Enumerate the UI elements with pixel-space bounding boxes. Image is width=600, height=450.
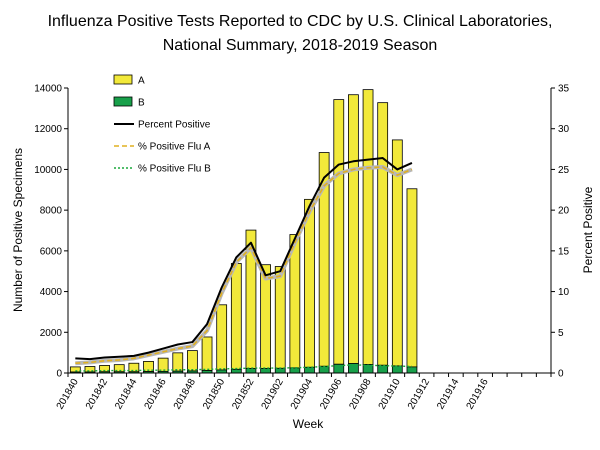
y-tick-label: 8000	[40, 206, 63, 217]
bar-flu-b	[304, 366, 315, 374]
x-tick-label: 201914	[435, 377, 461, 412]
bar-flu-b	[245, 368, 257, 374]
x-tick-label: 201852	[230, 377, 256, 412]
chart-subtitle: National Summary, 2018-2019 Season	[163, 37, 438, 54]
bar-flu-b	[406, 366, 418, 374]
bar-flu-a	[216, 304, 228, 371]
x-tick-label: 201846	[143, 377, 169, 412]
bar-flu-a	[187, 350, 198, 372]
bar-flu-a	[157, 357, 169, 372]
y2-tick-label: 30	[558, 124, 570, 135]
y-axis-label: Number of Positive Specimens	[11, 148, 25, 312]
bar-flu-a	[172, 352, 184, 372]
bar-flu-b	[260, 368, 271, 374]
x-tick-label: 201916	[465, 377, 491, 412]
x-tick-label: 201848	[172, 377, 198, 412]
y2-tick-label: 35	[558, 84, 570, 95]
bar-flu-b	[377, 364, 389, 374]
y2-tick-label: 0	[558, 369, 564, 380]
x-tick-label: 201844	[113, 377, 139, 412]
x-tick-label: 201912	[406, 377, 432, 412]
y-tick-label: 2000	[40, 328, 63, 339]
lines-group	[75, 157, 413, 372]
y2-tick-label: 20	[558, 206, 570, 217]
chart-title: Influenza Positive Tests Reported to CDC…	[48, 13, 553, 30]
bar-flu-a	[333, 99, 345, 365]
bars-group	[69, 89, 418, 374]
line-percent-positive	[75, 157, 413, 361]
legend-swatch	[113, 96, 133, 107]
x-tick-label: 201906	[318, 377, 344, 412]
bar-flu-b	[289, 367, 301, 374]
x-tick-label: 201908	[347, 377, 373, 412]
bar-flu-a	[69, 366, 81, 373]
y2-tick-label: 25	[558, 165, 570, 176]
bar-flu-b	[230, 368, 242, 374]
y2-tick-label: 15	[558, 246, 570, 257]
bar-flu-a	[348, 94, 359, 364]
bar-flu-b	[391, 365, 403, 374]
bar-flu-a	[128, 362, 140, 373]
bar-flu-a	[362, 89, 374, 365]
x-axis-label: Week	[293, 417, 324, 431]
bar-flu-a	[377, 102, 389, 366]
legend-label: Percent Positive	[138, 120, 211, 131]
y2-tick-label: 5	[558, 328, 564, 339]
line-pct-flu-b	[75, 364, 412, 372]
y2-tick-label: 10	[558, 287, 570, 298]
y-tick-label: 10000	[34, 165, 62, 176]
y-tick-label: 4000	[40, 287, 63, 298]
bar-flu-a	[84, 366, 96, 373]
y2-axis-label: Percent Positive	[581, 186, 595, 273]
legend-label: % Positive Flu B	[138, 164, 211, 175]
bar-flu-a	[274, 266, 286, 369]
legend-label: A	[138, 76, 145, 87]
x-tick-label: 201842	[84, 377, 110, 412]
bar-flu-b	[274, 367, 286, 374]
legend-label: % Positive Flu A	[138, 142, 211, 153]
y-tick-label: 6000	[40, 246, 63, 257]
y-tick-label: 12000	[34, 124, 62, 135]
line-pct-flu-a	[75, 166, 413, 365]
legend: AB Percent Positive % Positive Flu A % Posi…	[113, 74, 211, 175]
x-tick-label: 201850	[201, 377, 227, 412]
legend-label: B	[138, 98, 145, 109]
x-tick-label: 201902	[260, 377, 286, 412]
bar-flu-a	[304, 198, 315, 368]
x-tick-label: 201904	[289, 377, 315, 412]
y-tick-label: 14000	[34, 84, 62, 95]
x-tick-label: 201910	[377, 377, 403, 412]
bar-flu-a	[406, 188, 418, 368]
legend-swatch	[113, 74, 133, 85]
x-tick-label: 201840	[55, 377, 81, 412]
bar-flu-a	[230, 263, 242, 370]
bar-flu-a	[201, 336, 213, 371]
y-tick-label: 0	[56, 369, 62, 380]
